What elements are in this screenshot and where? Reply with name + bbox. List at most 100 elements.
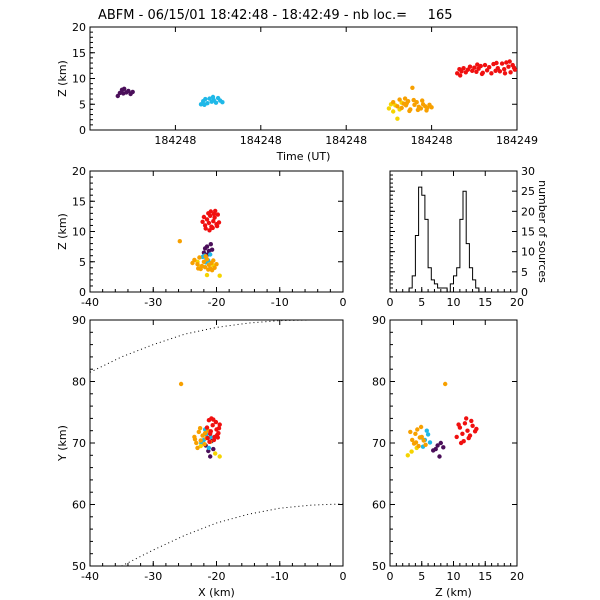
time-height-point-cyan xyxy=(207,96,212,101)
x-height-point-orange xyxy=(211,258,216,263)
plan-view-boundary-curve xyxy=(121,503,344,567)
z-y-view-xtick-label: 10 xyxy=(447,570,461,583)
time-height-ytick-label: 10 xyxy=(72,73,86,86)
plan-view-point-red xyxy=(208,429,213,434)
z-y-view-ytick-label: 70 xyxy=(372,437,386,450)
x-height-xtick-label: -20 xyxy=(208,296,226,309)
z-y-view-point-orange xyxy=(415,427,420,432)
time-height-point-red xyxy=(474,69,479,75)
height-histogram-ytick-label: 30 xyxy=(521,165,535,178)
time-height-point-red xyxy=(502,71,508,76)
z-y-view-point-purple xyxy=(438,440,443,446)
height-histogram-histogram-bin xyxy=(428,268,431,292)
x-height-xtick-label: 0 xyxy=(340,296,347,309)
time-height-point-yellow xyxy=(395,116,400,121)
height-histogram-xtick-label: 0 xyxy=(387,296,394,309)
z-y-view-point-cyan xyxy=(424,428,429,433)
plan-view-point-cyan xyxy=(206,445,212,451)
z-y-view-point-red xyxy=(474,426,479,432)
x-height-ytick-label: 5 xyxy=(79,256,86,269)
x-height-xtick-label: -40 xyxy=(81,296,99,309)
z-y-view-point-purple xyxy=(437,454,442,459)
z-y-view-point-orange xyxy=(408,429,413,435)
time-height-point-red xyxy=(494,60,499,66)
plan-view-xtick-label: -40 xyxy=(81,570,99,583)
x-height-point-purple xyxy=(208,242,213,247)
time-height-point-red xyxy=(495,66,500,71)
z-y-view-point-red xyxy=(458,440,464,446)
x-height-point-cyan xyxy=(208,252,213,257)
time-height-point-orange xyxy=(407,108,412,114)
time-height-point-orange xyxy=(420,98,425,103)
z-y-view-point-orange xyxy=(413,440,419,445)
z-y-view-ytick-label: 60 xyxy=(372,499,386,512)
z-y-view-frame xyxy=(389,319,518,567)
height-histogram-histogram-line xyxy=(390,186,517,293)
time-height-xtick-label: 184248 xyxy=(411,134,453,147)
height-histogram-ylabel: number of sources xyxy=(536,180,549,283)
height-histogram-histogram-bin xyxy=(469,268,472,292)
z-y-view-point-purple xyxy=(435,443,440,448)
z-y-view-ytick-label: 80 xyxy=(372,376,386,389)
plan-view-point-purple xyxy=(208,454,213,459)
height-histogram-xtick-label: 10 xyxy=(447,296,461,309)
time-height-point-orange xyxy=(391,100,396,105)
height-histogram-histogram-bin xyxy=(466,244,469,292)
plan-view-boundary-curve xyxy=(89,319,343,373)
height-histogram-histogram-bin xyxy=(450,284,453,292)
x-height-point-red xyxy=(215,212,220,217)
plan-view-point-red xyxy=(210,423,215,428)
plan-view-xtick-label: -20 xyxy=(208,570,226,583)
z-y-view-point-red xyxy=(464,416,469,421)
height-histogram-histogram-bin xyxy=(438,288,441,292)
height-histogram-histogram-bin xyxy=(419,187,422,292)
height-histogram-histogram-bin xyxy=(473,280,476,292)
z-y-view-point-orange xyxy=(417,435,422,440)
z-y-view-xtick-label: 0 xyxy=(387,570,394,583)
time-height-point-red xyxy=(467,64,473,69)
time-height-xtick-label: 184248 xyxy=(325,134,367,147)
z-y-view-point-orange xyxy=(418,424,424,430)
time-height-point-cyan xyxy=(220,100,225,105)
x-height-point-orange xyxy=(177,239,182,244)
time-height-point-red xyxy=(475,62,480,67)
x-height-point-red xyxy=(207,228,212,233)
time-height-point-orange xyxy=(429,105,434,110)
time-height-xtick-label: 184249 xyxy=(496,134,538,147)
plan-view-xtick-label: -30 xyxy=(144,570,162,583)
z-y-view-point-red xyxy=(454,434,459,440)
z-y-view-point-orange xyxy=(410,437,415,443)
time-height-point-red xyxy=(489,71,494,76)
z-y-view-point-purple xyxy=(433,446,438,452)
time-height-point-cyan xyxy=(198,102,204,107)
time-height-ytick-label: 20 xyxy=(72,21,86,34)
time-height-point-purple xyxy=(122,86,127,92)
plan-view-point-red xyxy=(214,432,220,438)
z-y-view-xtick-label: 15 xyxy=(478,570,492,583)
x-height-point-orange xyxy=(206,267,211,272)
height-histogram-histogram-bin xyxy=(412,276,415,292)
plan-view-point-red xyxy=(211,417,216,422)
height-histogram-xtick-label: 20 xyxy=(510,296,524,309)
time-height-frame xyxy=(89,26,518,131)
time-height-xtick-label: 184248 xyxy=(240,134,282,147)
time-height-point-purple xyxy=(115,93,121,99)
x-height-point-red xyxy=(210,225,215,231)
z-y-view-point-orange xyxy=(421,438,426,443)
x-height-xtick-label: -30 xyxy=(144,296,162,309)
z-y-view-point-red xyxy=(466,435,471,441)
x-height-point-orange xyxy=(190,260,195,266)
x-height-point-red xyxy=(206,220,212,226)
z-y-view-point-orange xyxy=(413,431,418,436)
plan-view-ytick-label: 60 xyxy=(72,499,86,512)
z-y-view-point-yellow xyxy=(405,453,410,458)
height-histogram-ytick-label: 0 xyxy=(521,286,528,299)
height-histogram-histogram-bin xyxy=(422,195,425,292)
plan-view-point-red xyxy=(204,425,210,430)
z-y-view-xtick-label: 20 xyxy=(510,570,524,583)
time-height-point-red xyxy=(499,61,505,66)
x-height-ytick-label: 10 xyxy=(72,226,86,239)
z-y-view-point-yellow xyxy=(409,449,414,454)
time-height-point-red xyxy=(478,63,483,69)
z-y-view-point-orange xyxy=(443,381,448,387)
